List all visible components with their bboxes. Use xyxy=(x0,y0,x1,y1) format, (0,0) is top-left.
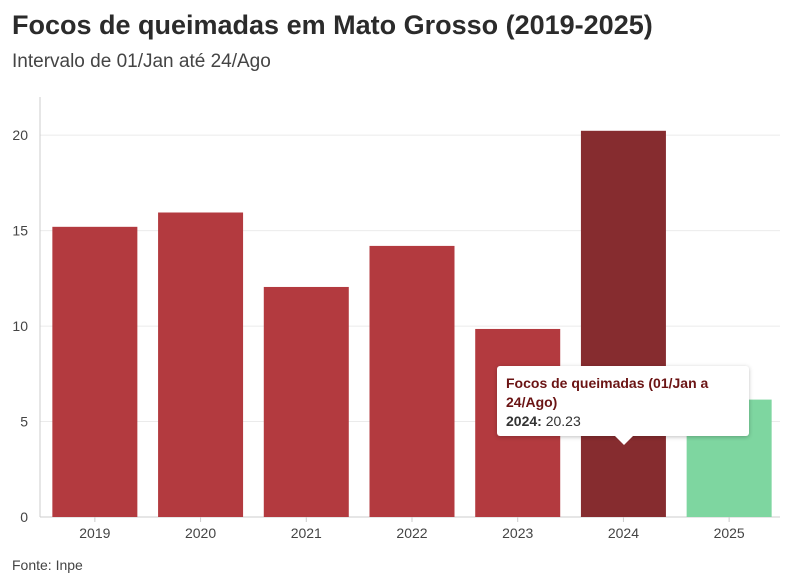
x-tick-label: 2024 xyxy=(608,525,639,541)
chart-tooltip: Focos de queimadas (01/Jan a 24/Ago) 202… xyxy=(497,366,749,445)
bar-2020 xyxy=(158,212,244,517)
source-note: Fonte: Inpe xyxy=(12,557,83,573)
bar-2021 xyxy=(263,286,349,517)
bar-2022 xyxy=(369,245,455,517)
tooltip-value-row: 2024: 20.23 xyxy=(506,412,740,431)
bar-2024 xyxy=(580,130,666,518)
y-tick-label: 15 xyxy=(12,223,28,239)
x-tick-label: 2023 xyxy=(502,525,533,541)
bar-2019 xyxy=(52,226,138,517)
chart-title: Focos de queimadas em Mato Grosso (2019-… xyxy=(12,10,653,40)
x-tick-label: 2022 xyxy=(396,525,427,541)
tooltip-category: 2024: xyxy=(506,413,542,429)
tooltip-title: Focos de queimadas (01/Jan a 24/Ago) xyxy=(506,375,709,410)
chart-subtitle: Intervalo de 01/Jan até 24/Ago xyxy=(12,51,271,72)
x-tick-label: 2019 xyxy=(79,525,110,541)
tooltip-value: 20.23 xyxy=(545,413,581,429)
tooltip-pointer xyxy=(615,436,633,445)
x-tick-label: 2021 xyxy=(291,525,322,541)
y-tick-label: 0 xyxy=(20,509,28,525)
x-tick-label: 2025 xyxy=(714,525,745,541)
y-tick-label: 20 xyxy=(12,127,28,143)
y-tick-label: 5 xyxy=(20,414,28,430)
y-tick-label: 10 xyxy=(12,318,28,334)
x-tick-label: 2020 xyxy=(185,525,216,541)
